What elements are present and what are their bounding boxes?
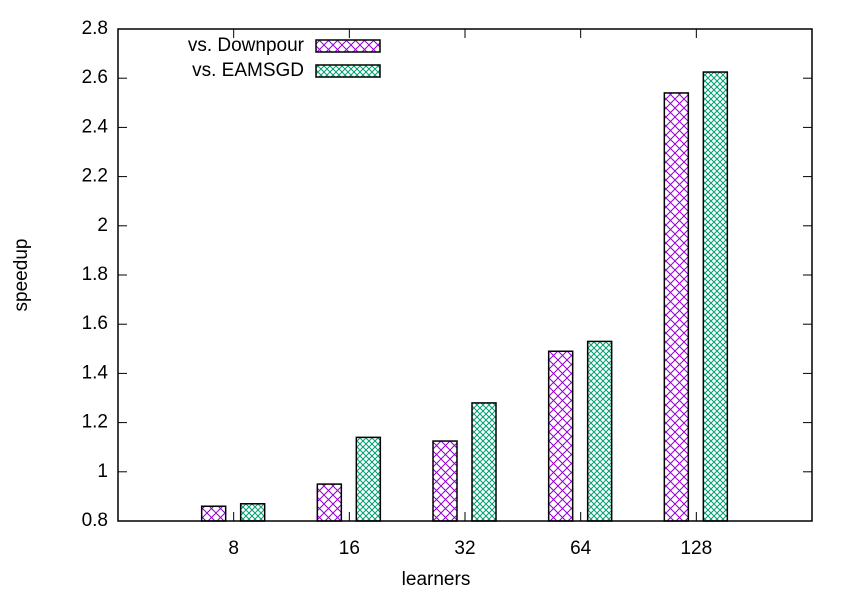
x-tick-label: 32	[454, 538, 475, 559]
y-tick-label: 2	[97, 215, 108, 236]
y-tick-label: 2.4	[82, 116, 109, 137]
y-tick-label: 1.2	[82, 412, 108, 433]
y-tick-label: 1	[97, 461, 108, 482]
legend-swatch	[315, 64, 381, 78]
y-tick-label: 2.2	[82, 166, 108, 187]
x-tick-label: 128	[680, 538, 712, 559]
x-tick-label: 16	[339, 538, 360, 559]
x-axis-label: learners	[402, 569, 471, 590]
legend-label: vs. Downpour	[188, 35, 305, 56]
bar	[200, 505, 227, 522]
bar	[663, 92, 690, 522]
plot-frame	[117, 28, 813, 522]
bar	[316, 483, 343, 522]
bar	[432, 440, 458, 522]
y-tick-label: 0.8	[82, 510, 108, 531]
y-tick-label: 1.6	[82, 313, 108, 334]
bar	[239, 503, 266, 522]
legend-label: vs. EAMSGD	[192, 60, 304, 81]
bar	[355, 436, 382, 522]
y-tick-label: 1.8	[82, 264, 108, 285]
y-axis-label: speedup	[11, 239, 32, 312]
x-tick-label: 8	[228, 538, 239, 559]
bar	[471, 402, 497, 522]
legend-swatch	[315, 39, 381, 53]
bar	[586, 340, 613, 522]
y-tick-label: 1.4	[82, 362, 109, 383]
y-tick-label: 2.8	[82, 18, 108, 39]
x-tick-label: 64	[570, 538, 592, 559]
bar	[547, 350, 574, 522]
y-tick-label: 2.6	[82, 67, 108, 88]
bar	[702, 71, 729, 522]
